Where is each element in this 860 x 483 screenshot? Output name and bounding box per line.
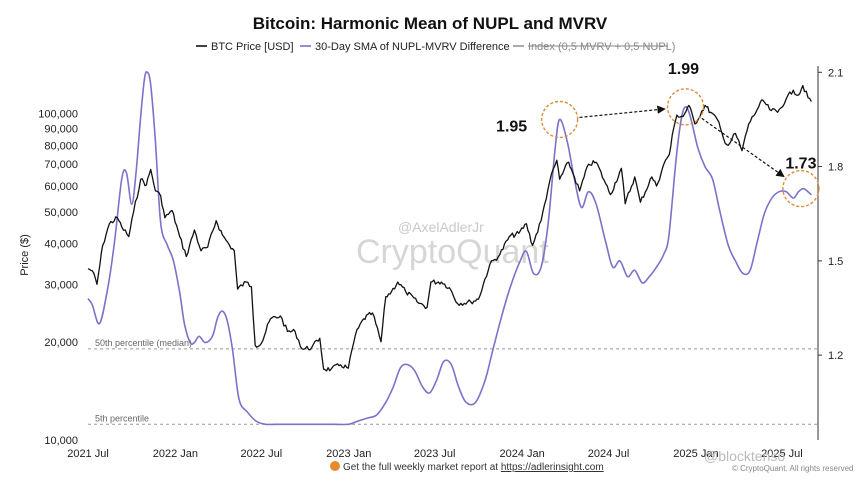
annotation-arrow [579,105,666,119]
left-tick-label: 50,000 [44,207,78,219]
left-tick-label: 60,000 [44,181,78,193]
x-tick-label: 2023 Jul [414,448,456,460]
legend: BTC Price [USD] 30-Day SMA of NUPL-MVRV … [196,41,675,53]
x-tick-label: 2025 Jan [673,448,718,460]
chart-title: Bitcoin: Harmonic Mean of NUPL and MVRV [253,14,608,33]
x-tick-label: 2025 Jul [761,448,803,460]
reference-label-5th: 5th percentile [95,413,149,423]
right-tick-label: 1.2 [828,350,843,362]
left-tick-label: 40,000 [44,239,78,251]
annotation-arrow [701,117,785,178]
highlight-circle [666,88,705,126]
right-axis-ticks: 1.2 1.5 1.8 2.1 [818,67,843,362]
x-tick-label: 2022 Jul [241,448,283,460]
reference-lines: 50th percentile (median) 5th percentile [88,338,818,425]
watermark-handle: @AxelAdlerJr [398,219,484,235]
right-tick-label: 1.8 [828,162,843,174]
footer-link[interactable]: https://adlerinsight.com [501,462,604,473]
left-tick-label: 30,000 [44,279,78,291]
legend-label-price: BTC Price [USD] [211,41,294,53]
watermark-brand: CryptoQuant [356,233,549,271]
left-axis-ticks: 10,000 20,000 30,000 40,000 50,000 60,000 70,0… [38,109,78,447]
left-tick-label: 10,000 [44,435,78,447]
reference-label-median: 50th percentile (median) [95,338,192,348]
x-tick-label: 2023 Jan [326,448,371,460]
legend-label-index: Index (0,5 MVRV + 0,5 NUPL) [528,41,675,53]
x-tick-label: 2024 Jan [499,448,544,460]
right-tick-label: 1.5 [828,256,843,268]
footer-lead: Get the full weekly market report at [343,462,501,473]
copyright: © CryptoQuant. All rights reserved [732,464,854,473]
legend-label-sma: 30-Day SMA of NUPL-MVRV Difference [315,41,510,53]
annotation-label: 1.73 [785,156,816,173]
corner-handle: @blocktenso [704,448,785,464]
series-line-price [87,84,812,372]
series-line-sma [87,70,812,426]
left-tick-label: 80,000 [44,140,78,152]
annotations: 1.95 1.99 1.73 [496,61,820,208]
left-tick-label: 90,000 [44,124,78,136]
annotation-label: 1.95 [496,118,527,135]
right-tick-label: 2.1 [828,67,843,79]
footer-text: Get the full weekly market report at htt… [343,462,604,473]
highlight-circle [540,100,579,139]
report-icon [330,461,340,471]
x-axis-ticks: 2021 Jul 2022 Jan 2022 Jul 2023 Jan 2023 Jul… [67,448,802,460]
footer: Get the full weekly market report at htt… [330,448,854,473]
x-tick-label: 2021 Jul [67,448,109,460]
left-tick-label: 100,000 [38,109,78,121]
x-tick-label: 2022 Jan [153,448,198,460]
highlight-circle [782,169,820,208]
y-axis-label-left: Price ($) [19,234,31,276]
annotation-label: 1.99 [668,61,699,78]
left-tick-label: 20,000 [44,337,78,349]
x-tick-label: 2024 Jul [588,448,630,460]
left-tick-label: 70,000 [44,159,78,171]
